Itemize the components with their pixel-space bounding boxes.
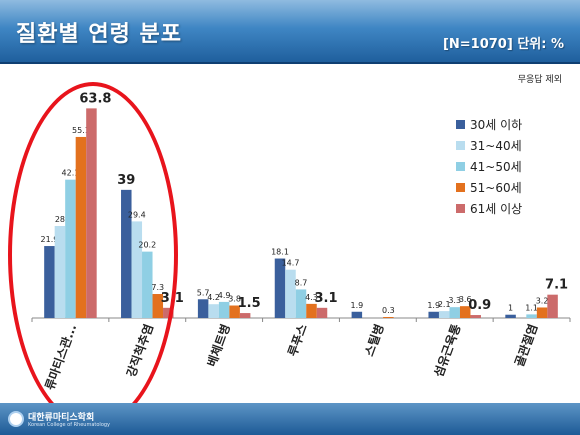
bar bbox=[274, 258, 286, 318]
data-label: 3.6 bbox=[459, 295, 472, 304]
bar bbox=[86, 108, 97, 318]
data-label: 1.1 bbox=[525, 303, 538, 312]
data-label: 5.7 bbox=[197, 288, 210, 297]
data-label: 55.1 bbox=[72, 126, 90, 135]
category-label: 골관절염 bbox=[511, 322, 540, 369]
category-label: 강직척추염 bbox=[123, 322, 156, 379]
footer-bar: 대한류마티스학회 Korean College of Rheumatology bbox=[0, 403, 580, 435]
bar bbox=[239, 313, 251, 318]
data-label: 1.5 bbox=[238, 296, 261, 311]
data-label: 3.3 bbox=[448, 296, 461, 305]
bar bbox=[316, 307, 328, 318]
bar bbox=[470, 315, 481, 318]
bar bbox=[65, 179, 76, 318]
bar bbox=[438, 311, 450, 318]
data-label: 7.1 bbox=[545, 278, 568, 293]
bar bbox=[449, 307, 460, 318]
legend-swatch bbox=[456, 204, 465, 213]
legend-label: 51~60세 bbox=[470, 181, 522, 195]
bar bbox=[142, 251, 153, 318]
bar bbox=[54, 226, 66, 318]
data-label: 1.9 bbox=[350, 301, 363, 310]
data-label: 42.1 bbox=[62, 169, 80, 178]
data-label: 14.7 bbox=[282, 259, 300, 268]
bar bbox=[152, 294, 164, 318]
data-label: 63.8 bbox=[79, 91, 111, 106]
data-label: 8.7 bbox=[295, 278, 308, 287]
data-label: 1.9 bbox=[427, 301, 440, 310]
bar bbox=[306, 303, 317, 318]
data-label: 0.9 bbox=[468, 298, 491, 313]
data-label: 3.2 bbox=[536, 296, 549, 305]
category-label: 섬유근육통 bbox=[431, 322, 464, 379]
bar bbox=[208, 304, 219, 318]
no-response-note: 무응답 제외 bbox=[517, 75, 562, 85]
data-label: 20.2 bbox=[138, 241, 156, 250]
bar bbox=[526, 314, 537, 318]
legend-label: 61세 이상 bbox=[470, 202, 522, 216]
category-label: 베체트병 bbox=[204, 322, 233, 369]
bar bbox=[547, 294, 558, 318]
legend-label: 41~50세 bbox=[470, 160, 522, 174]
slide-title: 질환별 연령 분포 bbox=[16, 22, 182, 47]
bar bbox=[197, 299, 209, 318]
bar bbox=[121, 189, 132, 318]
bar bbox=[295, 289, 307, 318]
category-label: 루푸스 bbox=[285, 322, 309, 358]
bar bbox=[351, 311, 363, 318]
legend-swatch bbox=[456, 120, 465, 129]
bar bbox=[459, 306, 471, 318]
bar bbox=[285, 269, 296, 318]
data-label: 29.4 bbox=[128, 210, 146, 219]
data-label: 3.8 bbox=[228, 295, 241, 304]
data-label: 39 bbox=[117, 173, 135, 188]
data-label: 4.2 bbox=[207, 293, 220, 302]
data-label: 1 bbox=[508, 304, 513, 313]
legend-swatch bbox=[456, 162, 465, 171]
bar bbox=[163, 307, 174, 318]
data-label: 7.3 bbox=[151, 283, 164, 292]
org-subtitle: Korean College of Rheumatology bbox=[28, 422, 111, 428]
legend-label: 31~40세 bbox=[470, 139, 522, 153]
title-bar: 질환별 연령 분포 [N=1070] 단위: % bbox=[0, 0, 580, 64]
org-name: 대한류마티스학회 bbox=[28, 413, 95, 423]
data-label: 3.1 bbox=[161, 291, 184, 306]
bar bbox=[428, 311, 439, 318]
data-label: 21.9 bbox=[41, 235, 59, 244]
data-label: 18.1 bbox=[271, 248, 289, 257]
bar bbox=[44, 246, 55, 318]
org-logo-icon bbox=[8, 411, 24, 427]
bar bbox=[536, 307, 548, 318]
data-label: 3.1 bbox=[314, 291, 337, 306]
data-label: 28 bbox=[55, 215, 65, 224]
bar bbox=[383, 317, 394, 318]
bar bbox=[229, 305, 240, 318]
bar bbox=[131, 221, 143, 318]
sample-unit-label: [N=1070] 단위: % bbox=[442, 37, 564, 52]
category-label: 스틸병 bbox=[361, 322, 386, 358]
legend-swatch bbox=[456, 141, 465, 150]
data-label: 2.1 bbox=[438, 300, 451, 309]
data-label: 4.3 bbox=[305, 293, 318, 302]
bar bbox=[505, 314, 516, 318]
legend-swatch bbox=[456, 183, 465, 192]
data-label: 0.3 bbox=[382, 306, 395, 315]
data-label: 4.9 bbox=[218, 291, 231, 300]
category-label: 류마티스관... bbox=[42, 322, 80, 392]
legend-label: 30세 이하 bbox=[470, 118, 522, 132]
bar bbox=[218, 301, 230, 318]
bar bbox=[75, 136, 87, 318]
